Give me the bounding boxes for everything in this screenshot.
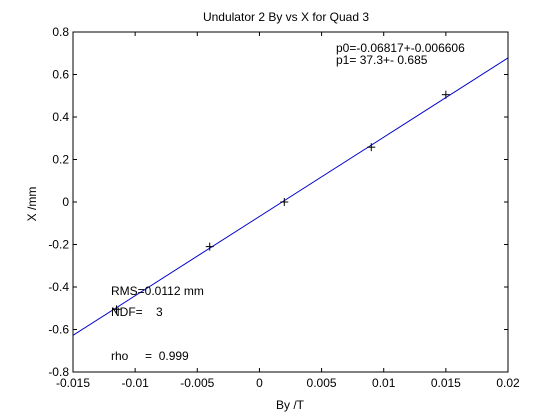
y-tick-label: 0.4 bbox=[52, 110, 69, 124]
y-axis-label: X /mm bbox=[25, 187, 39, 222]
data-point bbox=[112, 305, 121, 314]
x-tick-label: -0.005 bbox=[180, 376, 214, 390]
x-tick-label: -0.015 bbox=[56, 376, 90, 390]
plot-frame bbox=[72, 31, 509, 373]
y-tick-label: -0.8 bbox=[48, 365, 69, 379]
y-tick-label: -0.6 bbox=[48, 323, 69, 337]
x-tick-label: -0.01 bbox=[121, 376, 149, 390]
fit-p1-label: p1= 37.3+- 0.685 bbox=[336, 53, 428, 67]
x-axis: -0.015 -0.01 -0.005 0 0.005 0.01 0.015 0.02 bbox=[56, 32, 520, 390]
y-tick-label: 0.8 bbox=[52, 25, 69, 39]
y-tick-label: -0.4 bbox=[48, 280, 69, 294]
ndf-label: NDF= 3 bbox=[111, 305, 163, 319]
y-tick-label: 0.6 bbox=[52, 68, 69, 82]
fit-line bbox=[73, 57, 508, 336]
data-point bbox=[280, 198, 289, 206]
x-tick-label: 0.005 bbox=[307, 376, 337, 390]
y-tick-label: -0.2 bbox=[48, 238, 69, 252]
x-tick-label: 0.01 bbox=[372, 376, 396, 390]
data-point bbox=[205, 242, 214, 251]
x-axis-label: By /T bbox=[276, 398, 305, 412]
x-tick-label: 0 bbox=[256, 376, 263, 390]
x-tick-label: 0.02 bbox=[496, 376, 520, 390]
fit-p0-label: p0=-0.06817+-0.006606 bbox=[336, 41, 465, 55]
y-tick-label: 0.2 bbox=[52, 153, 69, 167]
chart-title: Undulator 2 By vs X for Quad 3 bbox=[203, 10, 369, 24]
rho-label: rho = 0.999 bbox=[111, 349, 189, 363]
data-point bbox=[367, 143, 376, 152]
x-tick-label: 0.015 bbox=[431, 376, 461, 390]
y-tick-label: 0 bbox=[62, 195, 69, 209]
rms-label: RMS=0.0112 mm bbox=[111, 284, 204, 298]
data-point bbox=[441, 90, 450, 99]
y-axis: -0.8 -0.6 -0.4 -0.2 0 0.2 0.4 0.6 0.8 bbox=[48, 25, 508, 379]
